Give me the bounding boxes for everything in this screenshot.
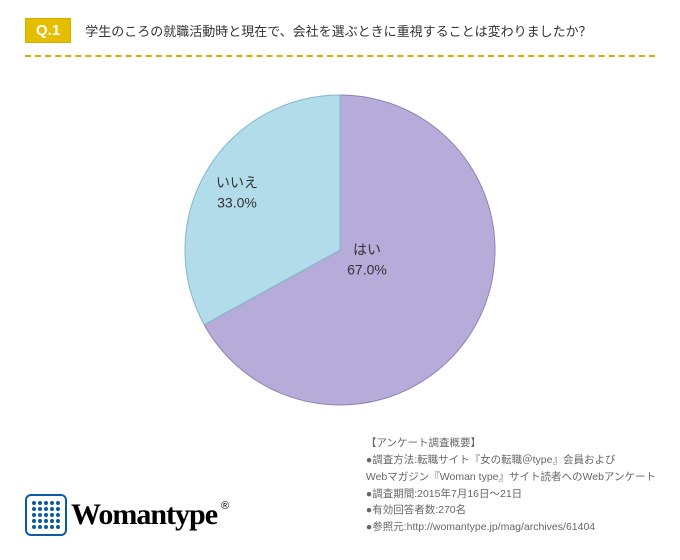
survey-line: ●有効回答者数:270名 xyxy=(366,502,656,519)
survey-summary: 【アンケート調査概要】 ●調査方法:転職サイト『女の転職＠type』会員および … xyxy=(366,435,656,536)
pie-chart: はい67.0% いいえ33.0% xyxy=(175,85,505,415)
logo-registered: ® xyxy=(221,500,229,512)
survey-title: 【アンケート調査概要】 xyxy=(366,435,656,452)
survey-line: ●調査方法:転職サイト『女の転職＠type』会員および xyxy=(366,452,656,469)
logo: Womantype ® xyxy=(25,494,229,536)
question-header: Q.1 学生のころの就職活動時と現在で、会社を選ぶときに重視することは変わりまし… xyxy=(0,0,680,43)
survey-line: ●参照元:http://womantype.jp/mag/archives/61… xyxy=(366,519,656,536)
survey-line: Webマガジン『Woman type』サイト読者へのWebアンケート xyxy=(366,469,656,486)
header-divider xyxy=(25,55,655,57)
pie-slice-label: はい67.0% xyxy=(347,240,387,279)
survey-line: ●調査期間:2015年7月16日〜21日 xyxy=(366,486,656,503)
logo-dots xyxy=(32,501,60,529)
question-badge: Q.1 xyxy=(25,18,71,43)
pie-slice-label: いいえ33.0% xyxy=(216,173,258,212)
question-text: 学生のころの就職活動時と現在で、会社を選ぶときに重視することは変わりましたか？ xyxy=(85,21,591,40)
logo-text: Womantype xyxy=(71,498,217,532)
pie-svg xyxy=(175,85,505,415)
logo-icon xyxy=(25,494,67,536)
